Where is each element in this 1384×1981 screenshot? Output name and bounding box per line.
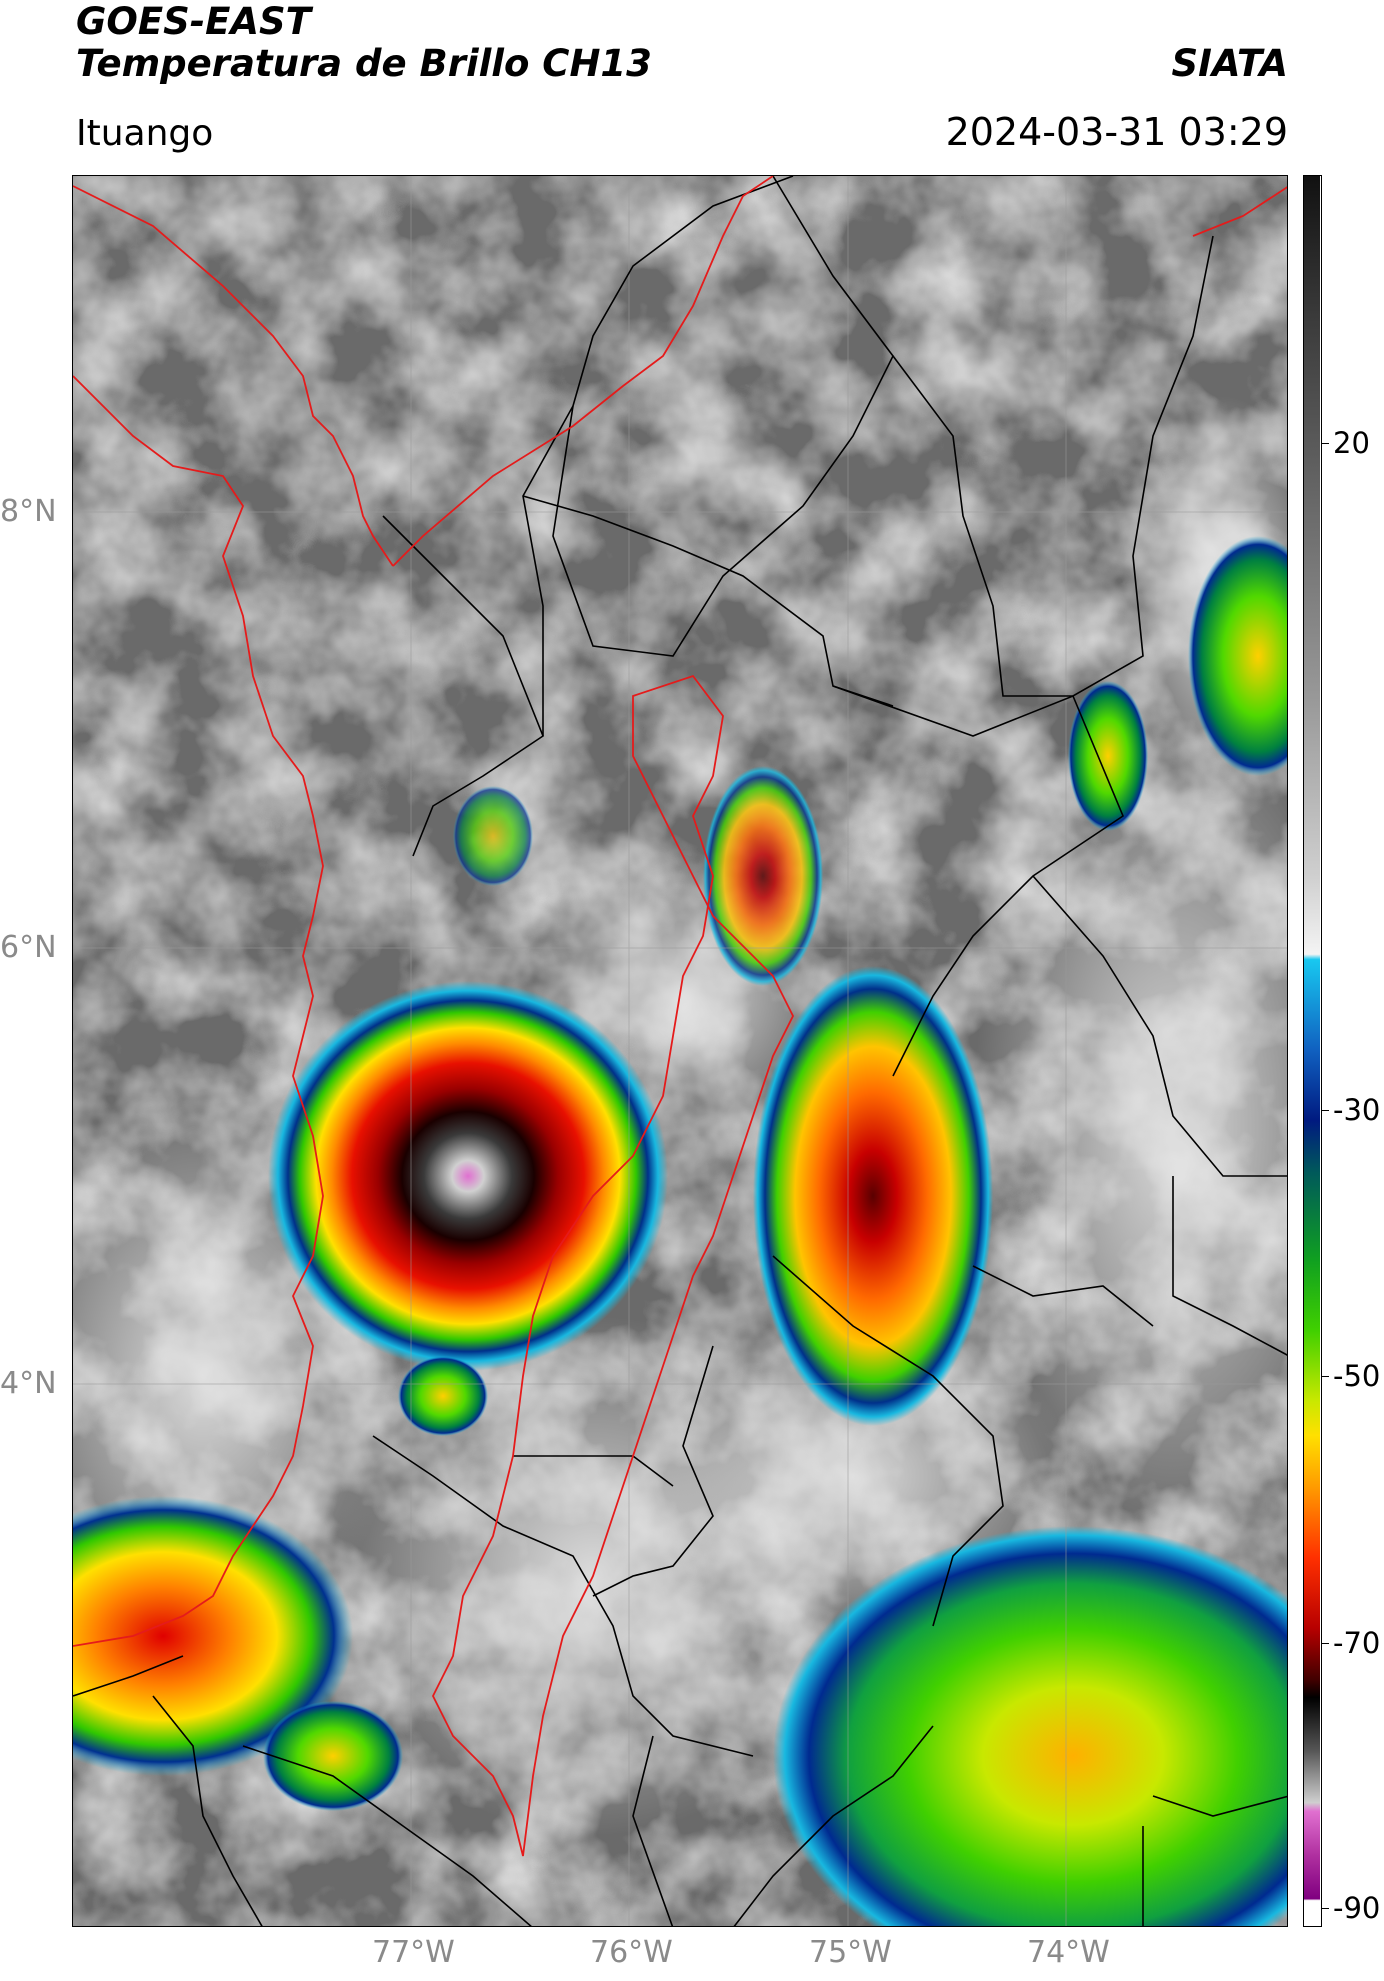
haze-east: [973, 706, 1287, 1546]
colorbar-tick-m30: [1321, 1110, 1329, 1111]
site-label: Ituango: [76, 113, 214, 154]
colorbar-ramp: [1304, 176, 1320, 1925]
lon-label-74w: 74°W: [1027, 1935, 1110, 1970]
gridlines: [73, 176, 1287, 1926]
colorbar-label-m50: -50: [1333, 1359, 1381, 1393]
storm-cell-southwest: [73, 1496, 353, 1776]
lon-label-77w: 77°W: [372, 1935, 455, 1970]
storm-cell-small: [398, 1356, 488, 1436]
timestamp: 2024-03-31 03:29: [945, 110, 1288, 154]
colorbar-tick-m50: [1321, 1376, 1329, 1377]
lat-label-6n: 6°N: [0, 930, 57, 965]
colorbar-tick-m70: [1321, 1643, 1329, 1644]
watershed-outline: [431, 674, 795, 1857]
storm-cell-tail: [703, 766, 823, 986]
satellite-map: [73, 176, 1287, 1926]
colorbar: [1303, 175, 1322, 1927]
colorbar-label-m70: -70: [1333, 1626, 1381, 1660]
storm-cell-northeast: [1188, 536, 1287, 776]
brand-label: SIATA: [1171, 42, 1288, 85]
storm-cell-small-sw: [263, 1701, 403, 1811]
storm-cell-east: [753, 966, 993, 1426]
lon-label-76w: 76°W: [590, 1935, 673, 1970]
storm-cell-north: [1068, 681, 1148, 831]
colorbar-label-m30: -30: [1333, 1093, 1381, 1127]
storm-cell-small-n: [453, 786, 533, 886]
colorbar-tick-m90: [1321, 1908, 1329, 1909]
national-boundary: [73, 176, 1287, 1647]
lat-label-4n: 4°N: [0, 1366, 57, 1401]
map-panel[interactable]: [72, 175, 1288, 1927]
product-title: Temperatura de Brillo CH13: [76, 42, 652, 85]
storm-cell-southeast: [773, 1526, 1287, 1926]
storm-cell-ituango: [268, 981, 668, 1371]
lon-label-75w: 75°W: [809, 1935, 892, 1970]
satellite-title: GOES-EAST: [76, 0, 311, 43]
lat-label-8n: 8°N: [0, 494, 57, 529]
colorbar-label-20: 20: [1333, 426, 1370, 460]
colorbar-tick-20: [1321, 443, 1329, 444]
colorbar-label-m90: -90: [1333, 1891, 1381, 1925]
departmental-boundaries: [73, 176, 1287, 1926]
